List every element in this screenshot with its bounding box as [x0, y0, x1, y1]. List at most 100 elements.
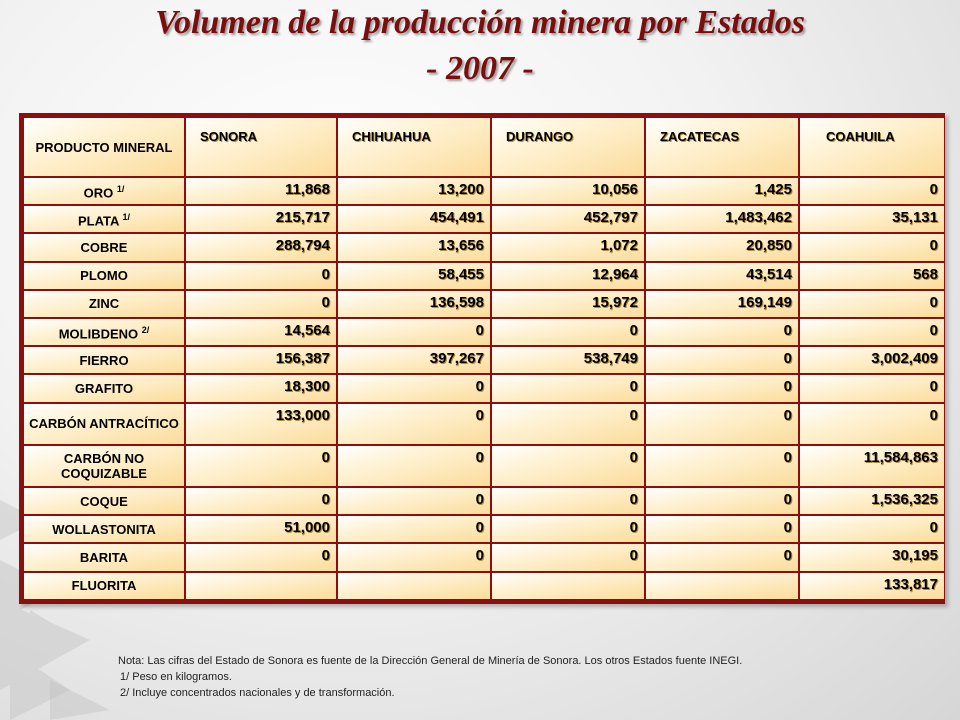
value-cell: 11,584,863	[800, 445, 944, 487]
value-cell	[646, 572, 798, 599]
value-cell: 0	[800, 375, 944, 402]
mineral-name: FIERRO	[79, 352, 129, 368]
value-cell: 0	[186, 445, 336, 487]
value-cell: 1,425	[646, 178, 798, 205]
value-cell: 0	[492, 544, 644, 571]
value-cell	[492, 572, 644, 599]
value-cell: 0	[646, 375, 798, 402]
mineral-name-cell: PLATA 1/	[24, 206, 184, 233]
mineral-name-cell: ORO 1/	[24, 178, 184, 205]
mineral-name: PLOMO	[80, 268, 128, 284]
table-row: COQUE 0 0 0 0 1,536,325	[24, 488, 944, 515]
mineral-name-cell: PLOMO	[24, 262, 184, 289]
value-cell: 0	[338, 375, 490, 402]
value-cell: 538,749	[492, 347, 644, 374]
value-cell: 0	[646, 318, 798, 346]
value-cell: 30,195	[800, 544, 944, 571]
value-cell: 452,797	[492, 206, 644, 233]
value-cell: 58,455	[338, 262, 490, 289]
value-cell: 215,717	[186, 206, 336, 233]
production-table: PRODUCTO MINERAL SONORA CHIHUAHUA DURANG…	[22, 116, 946, 601]
value-cell: 0	[338, 403, 490, 444]
value-cell: 13,656	[338, 234, 490, 261]
table-header-row: PRODUCTO MINERAL SONORA CHIHUAHUA DURANG…	[24, 118, 944, 176]
mineral-name-cell: BARITA	[24, 544, 184, 571]
value-cell: 0	[800, 318, 944, 346]
mineral-name-cell: ZINC	[24, 290, 184, 317]
value-cell: 0	[186, 290, 336, 317]
mineral-name-cell: FIERRO	[24, 347, 184, 374]
mineral-name: ZINC	[88, 296, 120, 312]
value-cell: 0	[800, 516, 944, 543]
title-line-1: Volumen de la producción minera por Esta…	[155, 4, 805, 41]
value-cell: 43,514	[646, 262, 798, 289]
mineral-name: ORO	[83, 185, 114, 201]
value-cell: 0	[338, 544, 490, 571]
value-cell: 13,200	[338, 178, 490, 205]
value-cell: 0	[492, 318, 644, 346]
value-cell: 0	[338, 445, 490, 487]
value-cell: 0	[338, 516, 490, 543]
mineral-name: FLUORITA	[71, 578, 137, 594]
note-source: Nota: Las cifras del Estado de Sonora es…	[118, 655, 743, 667]
mineral-name: COQUE	[80, 493, 128, 509]
table-row: CARBÓN ANTRACÍTICO 133,000 0 0 0 0	[24, 403, 944, 444]
value-cell: 0	[492, 488, 644, 515]
table-row: FIERRO 156,387 397,267 538,749 0 3,002,409	[24, 347, 944, 374]
value-cell: 0	[492, 445, 644, 487]
table-row: PLOMO 0 58,455 12,964 43,514 568	[24, 262, 944, 289]
mineral-name: CARBÓN ANTRACÍTICO	[29, 416, 179, 432]
value-cell: 133,817	[800, 572, 944, 599]
mineral-name: WOLLASTONITA	[52, 521, 156, 537]
value-cell: 0	[646, 445, 798, 487]
value-cell: 0	[186, 544, 336, 571]
mineral-name: CARBÓN NO COQUIZABLE	[61, 450, 147, 481]
mineral-name-cell: WOLLASTONITA	[24, 516, 184, 543]
value-cell: 0	[646, 544, 798, 571]
table-row: ORO 1/11,868 13,200 10,056 1,425 0	[24, 178, 944, 205]
value-cell: 156,387	[186, 347, 336, 374]
value-cell: 0	[800, 234, 944, 261]
mineral-name-cell: GRAFITO	[24, 375, 184, 402]
value-cell	[338, 572, 490, 599]
mineral-name-cell: FLUORITA	[24, 572, 184, 599]
header-coahuila: COAHUILA	[800, 118, 944, 176]
footnote-ref: 1/	[122, 212, 131, 223]
value-cell: 12,964	[492, 262, 644, 289]
title-line-2-year: - 2007 -	[426, 50, 534, 87]
value-cell: 0	[646, 347, 798, 374]
note-2: 2/ Incluye concentrados nacionales y de …	[120, 687, 395, 699]
value-cell: 0	[186, 488, 336, 515]
mineral-name-cell: COQUE	[24, 488, 184, 515]
table-row: PLATA 1/215,717 454,491 452,797 1,483,462 35…	[24, 206, 944, 233]
mineral-name: GRAFITO	[74, 380, 134, 396]
header-zacatecas: ZACATECAS	[646, 118, 798, 176]
note-1: 1/ Peso en kilogramos.	[120, 671, 232, 683]
production-table-frame: PRODUCTO MINERAL SONORA CHIHUAHUA DURANG…	[19, 113, 945, 604]
mineral-name-cell: CARBÓN ANTRACÍTICO	[24, 403, 184, 444]
mineral-name-cell: MOLIBDENO 2/	[24, 318, 184, 346]
mineral-name-cell: COBRE	[24, 234, 184, 261]
value-cell: 0	[492, 403, 644, 444]
mineral-name: PLATA	[77, 213, 119, 229]
value-cell: 136,598	[338, 290, 490, 317]
value-cell: 0	[800, 403, 944, 444]
value-cell: 0	[646, 516, 798, 543]
value-cell: 51,000	[186, 516, 336, 543]
value-cell: 1,072	[492, 234, 644, 261]
footnotes: Nota: Las cifras del Estado de Sonora es…	[118, 653, 742, 701]
value-cell: 0	[338, 488, 490, 515]
value-cell: 0	[800, 178, 944, 205]
value-cell: 11,868	[186, 178, 336, 205]
table-row: FLUORITA 133,817	[24, 572, 944, 599]
mineral-name-cell: CARBÓN NO COQUIZABLE	[24, 445, 184, 487]
value-cell: 454,491	[338, 206, 490, 233]
value-cell: 0	[646, 403, 798, 444]
table-row: ZINC 0 136,598 15,972 169,149 0	[24, 290, 944, 317]
mineral-name: BARITA	[79, 550, 129, 566]
value-cell	[186, 572, 336, 599]
value-cell: 15,972	[492, 290, 644, 317]
value-cell: 288,794	[186, 234, 336, 261]
value-cell: 18,300	[186, 375, 336, 402]
table-row: MOLIBDENO 2/14,564 0 0 0 0	[24, 318, 944, 346]
